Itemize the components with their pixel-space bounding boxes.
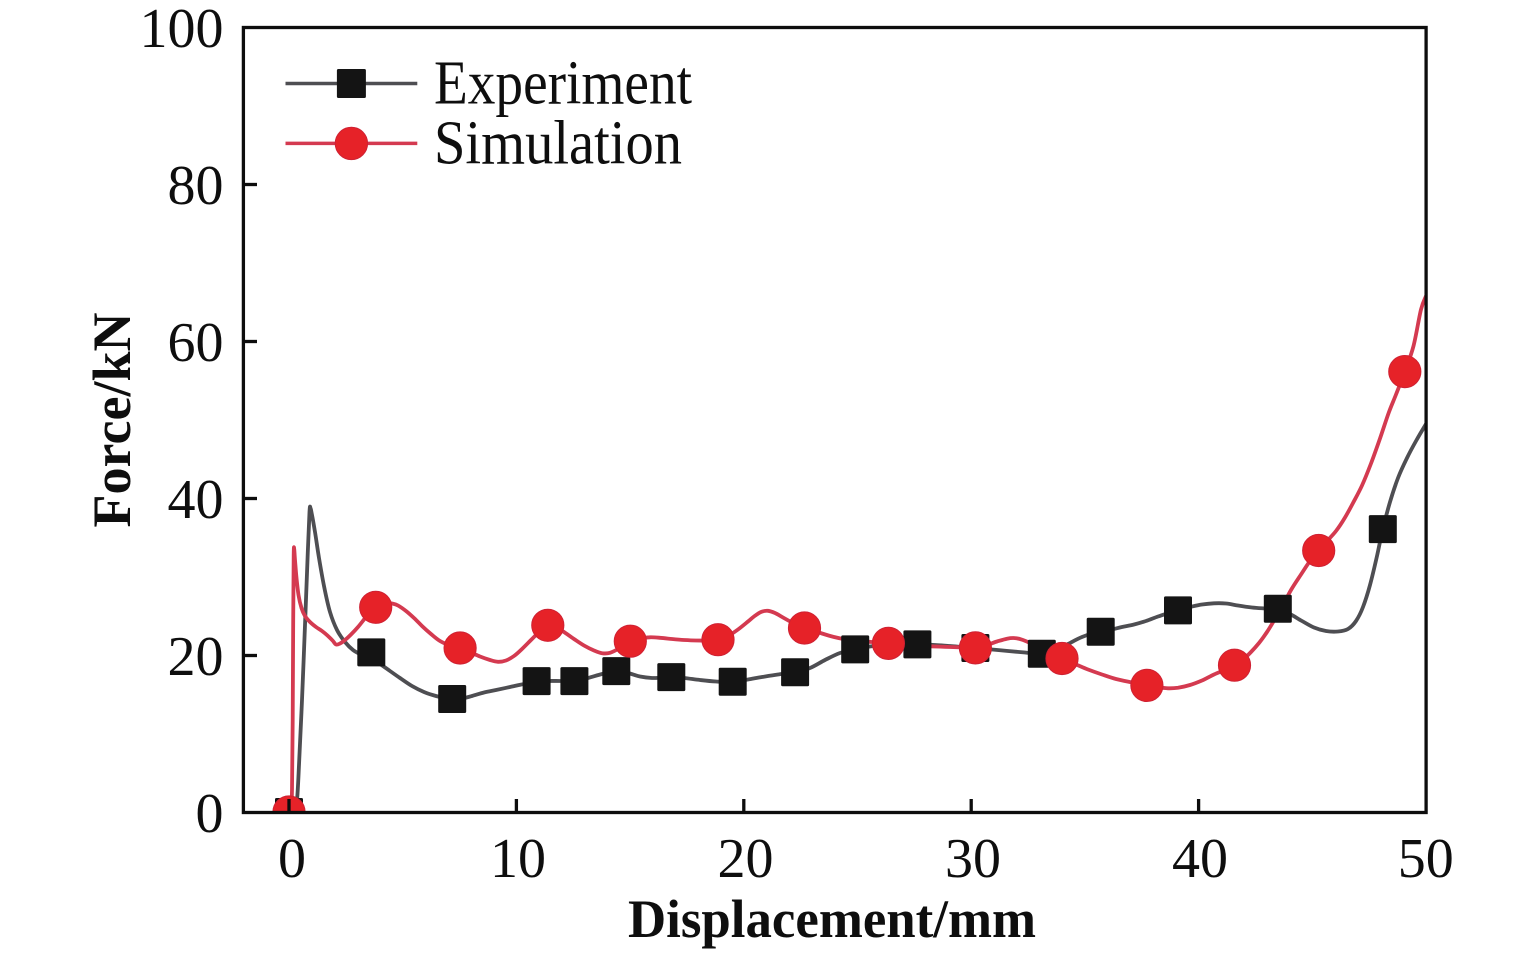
svg-text:20: 20 bbox=[718, 828, 774, 890]
svg-text:30: 30 bbox=[945, 828, 1001, 890]
svg-text:0: 0 bbox=[196, 783, 224, 845]
svg-text:40: 40 bbox=[1172, 828, 1228, 890]
svg-text:20: 20 bbox=[168, 626, 224, 688]
svg-text:50: 50 bbox=[1398, 828, 1454, 890]
svg-text:Simulation: Simulation bbox=[434, 109, 682, 177]
svg-text:100: 100 bbox=[140, 0, 224, 60]
svg-text:Experiment: Experiment bbox=[434, 50, 692, 118]
svg-text:40: 40 bbox=[168, 469, 224, 531]
svg-text:Displacement/mm: Displacement/mm bbox=[628, 889, 1036, 949]
svg-text:10: 10 bbox=[490, 828, 546, 890]
svg-text:Force/kN: Force/kN bbox=[82, 313, 142, 528]
svg-text:60: 60 bbox=[168, 312, 224, 374]
svg-text:80: 80 bbox=[168, 155, 224, 217]
svg-text:0: 0 bbox=[278, 828, 306, 890]
